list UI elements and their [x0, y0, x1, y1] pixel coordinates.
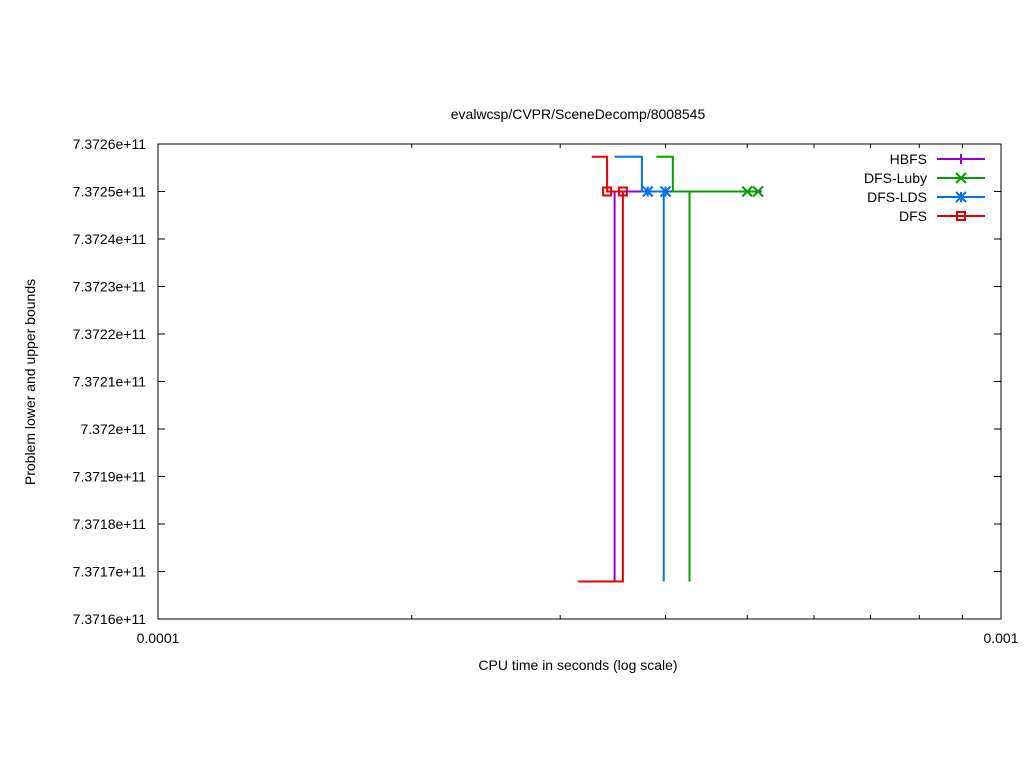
series-upper-bound-line: [591, 155, 623, 193]
chart-title: evalwcsp/CVPR/SceneDecomp/8008545: [451, 106, 706, 122]
marker-square: [956, 211, 966, 221]
series-hbfs: [613, 190, 762, 582]
legend: HBFS DFS-Luby DFS-LDS DFS: [864, 151, 985, 224]
y-tick-label: 7.3718e+11: [73, 516, 147, 532]
marker-square: [602, 186, 613, 197]
marker-box: [956, 211, 966, 221]
y-tick-label: 7.3723e+11: [73, 279, 147, 295]
marker-stroke: [752, 185, 764, 198]
legend-label: DFS: [899, 208, 927, 224]
series-dfs-lds: [614, 155, 672, 582]
marker-box: [602, 186, 613, 197]
y-tick-labels: 7.3716e+11 7.3717e+11 7.3718e+11 7.3719e+11…: [73, 136, 147, 627]
y-tick-label: 7.3721e+11: [73, 374, 147, 390]
marker-x: [741, 185, 753, 198]
marker-x: [752, 185, 764, 198]
marker-stroke: [955, 172, 967, 184]
marker-star: [642, 185, 654, 198]
y-tick-label: 7.3717e+11: [73, 564, 147, 580]
x-tick-label: 0.0001: [137, 630, 180, 646]
y-tick-label: 7.3726e+11: [73, 136, 147, 152]
y-tick-label: 7.3719e+11: [73, 469, 147, 485]
series-upper-bound-line: [656, 155, 759, 193]
marker-stroke: [642, 185, 654, 198]
y-tick-label: 7.372e+11: [80, 421, 146, 437]
series-layer: [578, 155, 764, 583]
marker-stroke: [659, 185, 672, 198]
marker-box: [617, 186, 628, 197]
series-dfs: [578, 155, 628, 583]
y-axis-label: Problem lower and upper bounds: [22, 279, 38, 485]
y-tick-label: 7.3716e+11: [73, 611, 147, 627]
marker-star: [659, 185, 672, 198]
plot-frame: [157, 143, 1002, 620]
legend-label: DFS-LDS: [867, 189, 927, 205]
marker-square: [617, 186, 628, 197]
axis-ticks: [157, 144, 1002, 620]
legend-label: DFS-Luby: [864, 170, 927, 186]
legend-label: HBFS: [890, 151, 927, 167]
x-tick-label: 0.001: [983, 630, 1018, 646]
y-tick-label: 7.3725e+11: [73, 184, 147, 200]
series-upper-bound-line: [614, 155, 666, 193]
series-lower-bound-line: [578, 191, 624, 583]
marker-x: [955, 172, 967, 184]
marker-plus: [956, 154, 966, 164]
y-tick-label: 7.3722e+11: [73, 326, 147, 342]
x-tick-labels: 0.0001 0.001: [137, 630, 1019, 646]
y-tick-label: 7.3724e+11: [73, 231, 147, 247]
x-axis-label: CPU time in seconds (log scale): [478, 657, 677, 673]
marker-star: [955, 191, 967, 203]
series-dfs-luby: [656, 155, 764, 582]
marker-stroke: [741, 185, 753, 198]
marker-stroke: [955, 191, 967, 203]
